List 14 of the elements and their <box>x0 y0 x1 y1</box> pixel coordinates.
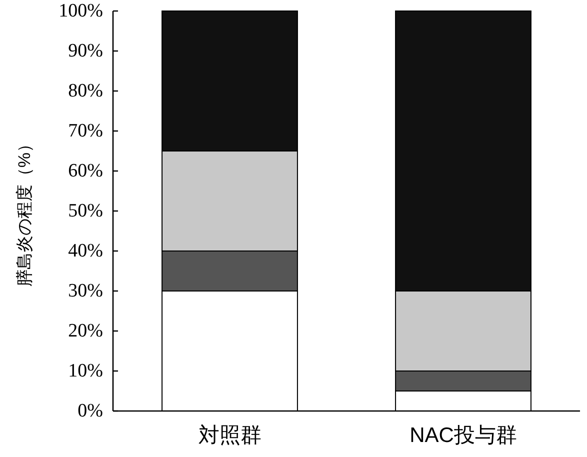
y-tick-label: 90% <box>68 40 104 62</box>
y-tick-label: 10% <box>68 360 104 382</box>
x-tick-label: 対照群 <box>198 424 262 447</box>
y-tick-label: 20% <box>68 320 104 342</box>
y-tick-label: 100% <box>58 0 104 22</box>
y-tick-label: 80% <box>68 80 104 102</box>
y-tick-label: 40% <box>68 240 104 262</box>
y-tick-label: 60% <box>68 160 104 182</box>
y-tick-label: 50% <box>68 200 104 222</box>
y-axis-title: 膵島炎の程度（%） <box>15 135 34 287</box>
y-tick-label: 70% <box>68 120 104 142</box>
y-tick-label: 30% <box>68 280 104 302</box>
y-tick-label: 0% <box>78 400 104 422</box>
x-tick-label: NAC投与群 <box>410 424 517 447</box>
